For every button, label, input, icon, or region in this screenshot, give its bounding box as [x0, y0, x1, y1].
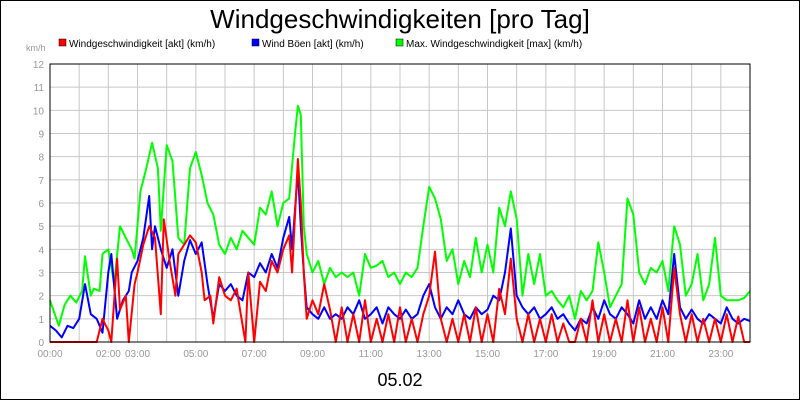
x-tick-label: 23:00 [708, 349, 733, 360]
legend-swatch-windgeschwindigkeit [58, 38, 67, 47]
y-tick-label: 10 [33, 106, 45, 117]
x-tick-label: 17:00 [533, 349, 558, 360]
x-tick-label: 02:00 [96, 349, 121, 360]
series-line-max-windgeschwindigkeit [49, 104, 751, 327]
x-tick-label: 21:00 [650, 349, 675, 360]
legend-label-max-windgeschwindigkeit: Max. Windgeschwindigkeit [max] (km/h) [406, 39, 582, 50]
y-tick-label: 4 [38, 245, 44, 256]
x-tick-label: 09:00 [300, 349, 325, 360]
y-tick-label: 11 [34, 83, 45, 94]
x-tick-label: 07:00 [242, 349, 267, 360]
series-line-windgeschwindigkeit [50, 158, 750, 343]
y-tick-label: 2 [38, 292, 44, 303]
y-tick-label: 12 [33, 60, 45, 71]
x-tick-label: 13:00 [417, 349, 442, 360]
x-tick-label: 11:00 [359, 349, 384, 360]
y-tick-label: 0 [38, 338, 44, 349]
legend-swatch-wind-boeen [251, 38, 260, 47]
gridlines [49, 63, 751, 343]
x-tick-label: 00:00 [37, 349, 62, 360]
x-tick-label: 15:00 [475, 349, 500, 360]
y-axis-unit: km/h [26, 43, 46, 53]
legend-swatch-max-windgeschwindigkeit [395, 38, 404, 47]
legend-label-windgeschwindigkeit: Windgeschwindigkeit [akt] (km/h) [69, 39, 215, 50]
legend: Windgeschwindigkeit [akt] (km/h) Wind Bö… [58, 38, 582, 50]
y-tick-label: 3 [38, 269, 44, 280]
x-axis-ticks: 00:00 02:00 03:00 05:00 07:00 09:00 11:00 13:00… [37, 349, 733, 360]
series-lines [49, 104, 751, 343]
x-tick-label: 19:00 [592, 349, 617, 360]
legend-label-wind-boeen: Wind Böen [akt] (km/h) [262, 39, 364, 50]
y-tick-label: 9 [38, 130, 44, 141]
x-tick-label: 05:00 [183, 349, 208, 360]
y-tick-label: 5 [38, 222, 44, 233]
y-tick-label: 6 [38, 199, 44, 210]
x-axis-label: 05.02 [377, 370, 422, 390]
y-tick-label: 1 [38, 315, 44, 326]
plot-border [49, 63, 751, 343]
chart-title: Windgeschwindigkeiten [pro Tag] [210, 4, 590, 34]
y-tick-label: 8 [38, 153, 44, 164]
x-tick-label: 03:00 [125, 349, 150, 360]
y-tick-label: 7 [38, 176, 44, 187]
